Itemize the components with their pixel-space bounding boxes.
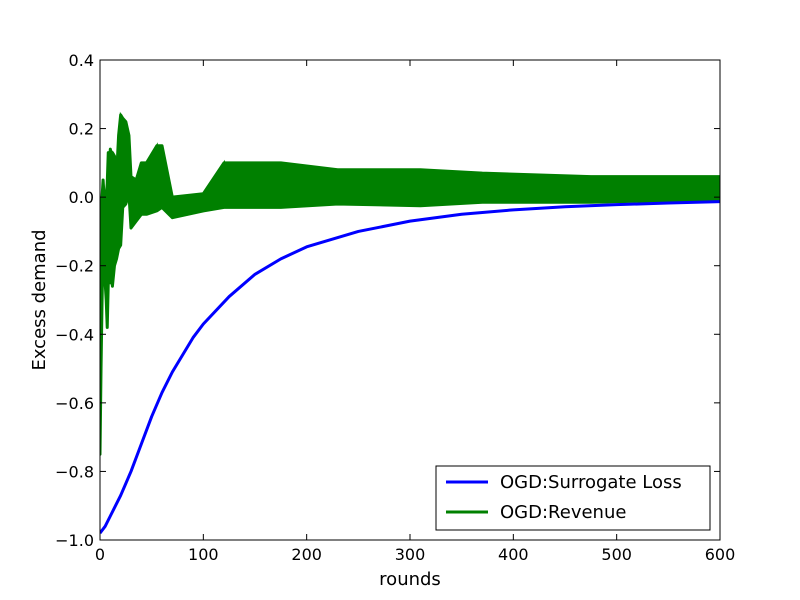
y-tick-label: 0.4 bbox=[69, 51, 94, 70]
y-tick-label: −0.8 bbox=[55, 462, 94, 481]
y-tick-label: 0.0 bbox=[69, 188, 94, 207]
x-tick-label: 300 bbox=[395, 545, 426, 564]
y-tick-label: 0.2 bbox=[69, 120, 94, 139]
legend: OGD:Surrogate Loss OGD:Revenue bbox=[435, 465, 711, 531]
y-tick-label: −0.4 bbox=[55, 325, 94, 344]
x-tick-label: 600 bbox=[705, 545, 736, 564]
x-tick-label: 100 bbox=[188, 545, 219, 564]
x-tick-label: 400 bbox=[498, 545, 529, 564]
x-axis-label: rounds bbox=[379, 569, 441, 590]
y-axis-ticks: −1.0 −0.8 −0.6 −0.4 −0.2 0.0 0.2 0.4 bbox=[55, 51, 720, 550]
y-axis-label: Excess demand bbox=[29, 229, 50, 370]
legend-box bbox=[435, 465, 711, 531]
y-tick-label: −1.0 bbox=[55, 531, 94, 550]
x-tick-label: 500 bbox=[601, 545, 632, 564]
series-surrogate-loss-line bbox=[100, 200, 720, 535]
x-tick-label: 0 bbox=[95, 545, 105, 564]
series-revenue-line bbox=[100, 111, 720, 266]
series-revenue-band bbox=[100, 113, 720, 456]
x-tick-label: 200 bbox=[291, 545, 322, 564]
legend-label-revenue: OGD:Revenue bbox=[500, 502, 626, 523]
legend-label-surrogate: OGD:Surrogate Loss bbox=[500, 472, 682, 493]
series-layer bbox=[100, 111, 720, 535]
x-axis-ticks: 0 100 200 300 400 500 600 bbox=[95, 60, 735, 564]
y-tick-label: −0.6 bbox=[55, 394, 94, 413]
y-tick-label: −0.2 bbox=[55, 257, 94, 276]
